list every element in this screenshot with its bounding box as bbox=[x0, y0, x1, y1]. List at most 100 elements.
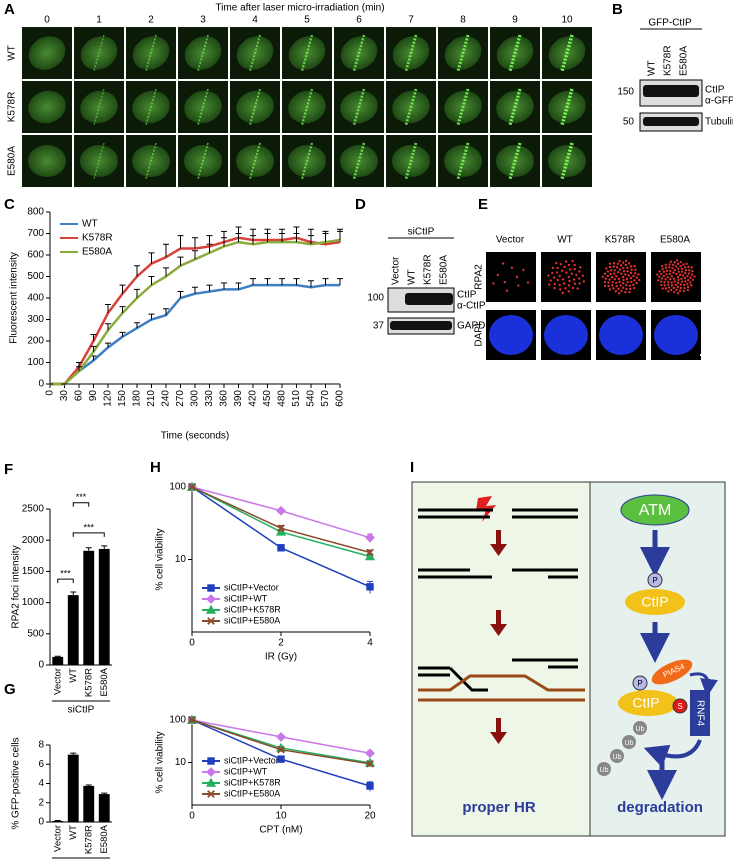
arrow bbox=[689, 672, 718, 697]
focus bbox=[690, 266, 693, 269]
error-bar bbox=[293, 233, 300, 243]
y-tick-label: 400 bbox=[27, 293, 44, 304]
micrograph bbox=[541, 252, 591, 302]
marker bbox=[365, 532, 375, 543]
bar bbox=[67, 595, 79, 665]
x-tick-label: E580A bbox=[99, 667, 110, 696]
focus bbox=[567, 275, 571, 279]
focus bbox=[629, 287, 632, 291]
focus bbox=[682, 283, 686, 287]
focus bbox=[515, 275, 519, 279]
series-line bbox=[50, 238, 341, 386]
focus bbox=[662, 274, 666, 278]
significance-bracket bbox=[57, 578, 74, 584]
arrows bbox=[490, 530, 507, 744]
x-tick-label: 330 bbox=[204, 390, 215, 407]
focus bbox=[581, 274, 584, 277]
phospho bbox=[647, 572, 663, 588]
focus bbox=[660, 283, 663, 287]
series-line bbox=[191, 486, 371, 588]
focus bbox=[626, 266, 629, 270]
x-tick-label: 510 bbox=[291, 390, 302, 407]
focus bbox=[571, 259, 574, 263]
focus bbox=[578, 270, 581, 273]
x-tick-label: K578R bbox=[83, 825, 94, 854]
focus bbox=[555, 271, 559, 274]
focus bbox=[656, 273, 659, 276]
lane-label: E580A bbox=[679, 46, 690, 76]
x-axis-label: IR (Gy) bbox=[265, 652, 297, 663]
focus bbox=[608, 278, 611, 281]
focus bbox=[582, 280, 586, 283]
x-tick-label: WT bbox=[68, 825, 79, 840]
x-tick-label: 240 bbox=[161, 390, 172, 407]
focus bbox=[677, 270, 680, 273]
error-bar bbox=[250, 278, 256, 286]
nucleus bbox=[28, 90, 66, 124]
focus bbox=[678, 273, 682, 276]
focus bbox=[630, 268, 633, 271]
y-tick-label: 800 bbox=[27, 207, 44, 218]
sumo bbox=[672, 698, 688, 714]
focus bbox=[675, 259, 679, 262]
error-bar bbox=[177, 291, 184, 298]
focus bbox=[628, 284, 631, 287]
y-tick-label: 2 bbox=[38, 797, 44, 808]
marker bbox=[207, 584, 215, 592]
focus bbox=[621, 282, 625, 285]
error-bar bbox=[105, 323, 111, 331]
y-tick-label: 100 bbox=[169, 715, 186, 726]
row-label: E580A bbox=[7, 146, 18, 176]
focus bbox=[571, 286, 575, 290]
damage-stripe bbox=[560, 88, 574, 126]
legend-label: siCtIP+WT bbox=[224, 766, 268, 776]
y-tick-label: 10 bbox=[175, 554, 187, 565]
focus bbox=[684, 269, 688, 272]
error-bar bbox=[221, 237, 227, 247]
focus bbox=[621, 275, 625, 279]
focus bbox=[608, 262, 612, 265]
focus bbox=[683, 276, 687, 280]
mw-marker: 50 bbox=[623, 117, 635, 128]
focus bbox=[682, 289, 686, 293]
focus bbox=[659, 280, 663, 283]
error-bar bbox=[221, 282, 227, 290]
focus bbox=[558, 283, 561, 287]
error-bar bbox=[322, 233, 329, 243]
dna bbox=[418, 508, 578, 692]
focus bbox=[567, 263, 571, 267]
focus bbox=[612, 287, 615, 290]
focus bbox=[624, 263, 628, 267]
error-bar bbox=[101, 792, 108, 795]
focus bbox=[553, 286, 556, 290]
focus bbox=[686, 285, 690, 289]
panel-label: C bbox=[4, 196, 15, 213]
nucleus bbox=[28, 145, 66, 177]
focus bbox=[616, 262, 620, 266]
focus bbox=[625, 284, 628, 287]
x-tick-label: 30 bbox=[59, 390, 70, 402]
focus bbox=[689, 276, 692, 279]
focus bbox=[610, 276, 614, 279]
p-label: P bbox=[637, 679, 642, 688]
focus bbox=[665, 273, 668, 276]
p-label: P bbox=[652, 576, 657, 585]
focus bbox=[563, 265, 566, 269]
focus bbox=[627, 274, 630, 277]
error-bar bbox=[70, 591, 77, 596]
focus bbox=[613, 269, 616, 272]
focus bbox=[676, 267, 680, 270]
x-tick-label: 60 bbox=[74, 390, 85, 402]
focus bbox=[618, 259, 621, 263]
marker bbox=[366, 548, 374, 557]
focus bbox=[680, 267, 684, 270]
x-tick-label: 90 bbox=[88, 390, 99, 402]
focus bbox=[622, 270, 626, 273]
band-label: CtIP bbox=[705, 85, 725, 96]
y-axis-label: % cell viability bbox=[155, 528, 166, 590]
x-tick-label: 0 bbox=[189, 811, 195, 822]
y-axis-label: RPA2 foci intensity bbox=[11, 545, 22, 628]
focus bbox=[612, 262, 616, 265]
focus bbox=[677, 278, 680, 281]
significance-bracket bbox=[72, 532, 105, 537]
